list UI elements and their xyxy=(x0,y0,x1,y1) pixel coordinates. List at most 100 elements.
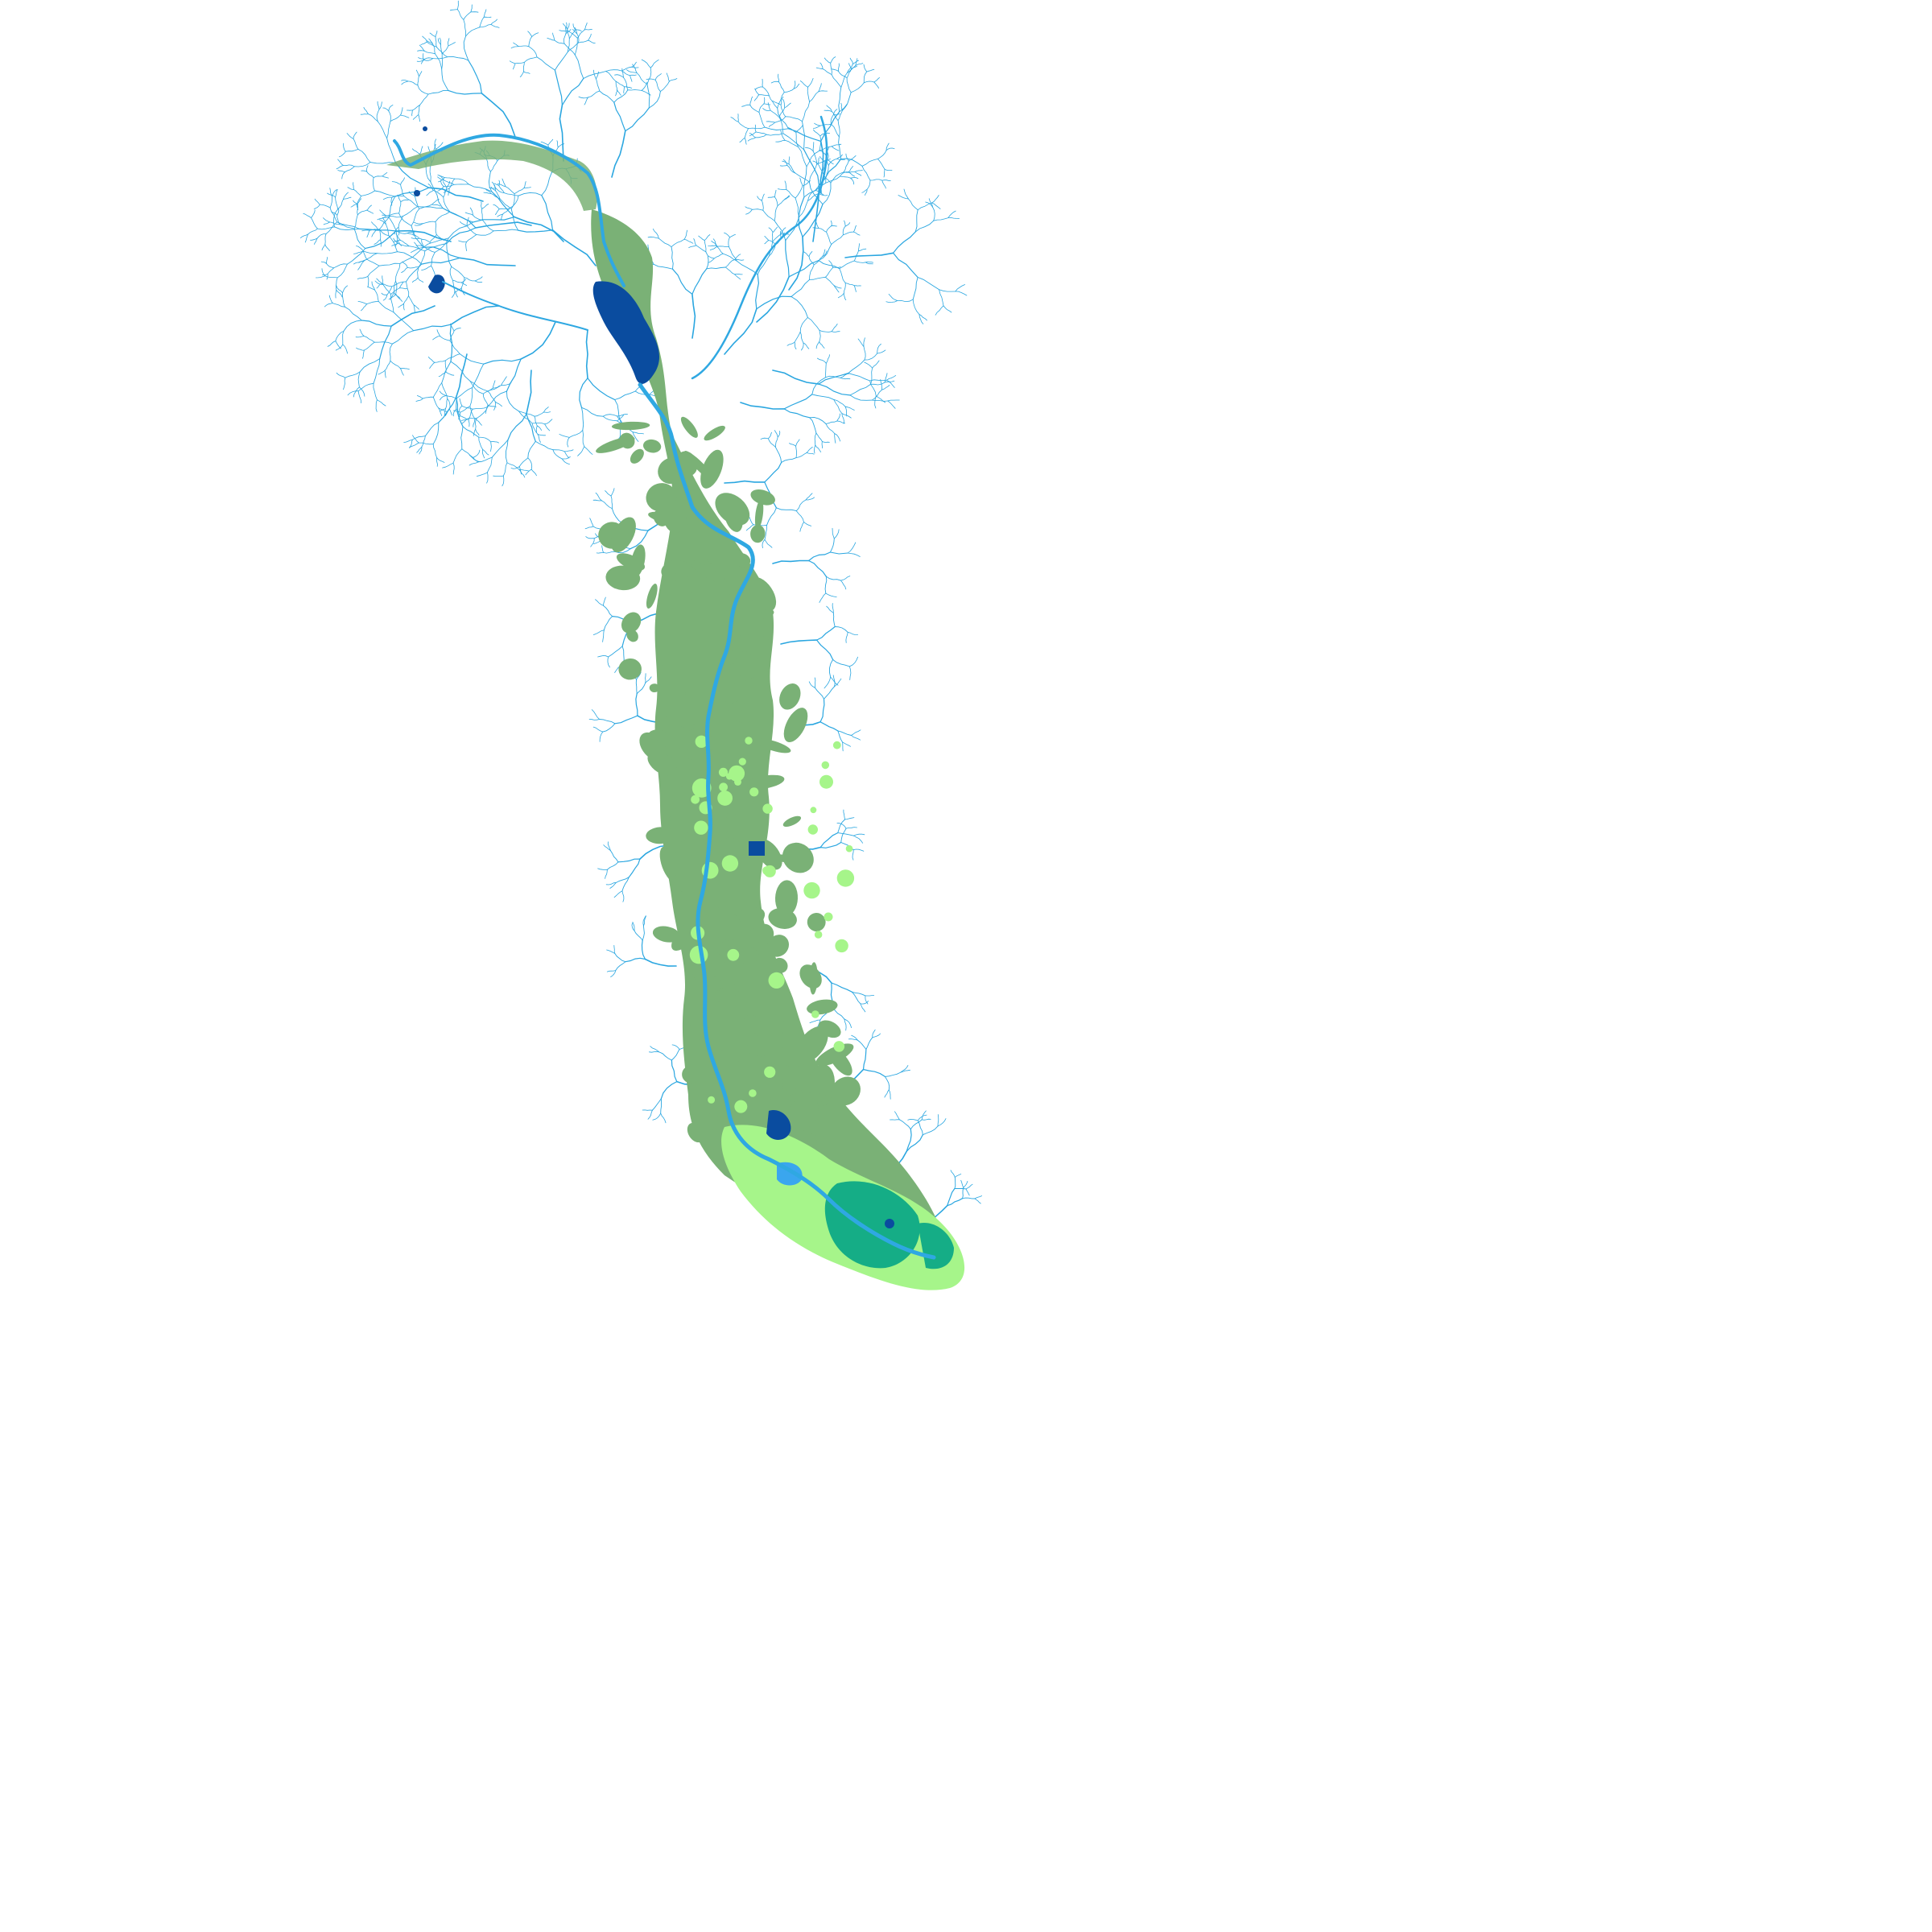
floodplain-patch xyxy=(818,1020,841,1038)
stream-segment xyxy=(565,29,572,35)
stream-segment xyxy=(411,277,419,283)
stream-segment xyxy=(771,232,774,242)
stream-segment xyxy=(943,305,952,313)
stream-segment xyxy=(848,1038,858,1041)
stream-segment xyxy=(478,436,492,443)
stream-segment xyxy=(390,287,400,295)
stream-segment xyxy=(460,406,471,413)
stream-segment xyxy=(394,162,430,188)
stream-segment xyxy=(762,86,770,97)
stream-segment xyxy=(397,240,402,246)
stream-segment xyxy=(441,68,449,91)
stream-segment xyxy=(400,368,404,376)
stream-segment xyxy=(688,245,697,249)
floodplain-patch xyxy=(733,1061,770,1091)
wetland-light-patch xyxy=(764,1066,776,1078)
stream-segment xyxy=(386,286,392,295)
stream-segment xyxy=(491,439,509,458)
stream-segment xyxy=(494,401,502,407)
stream-segment xyxy=(808,681,815,688)
stream-segment xyxy=(954,1173,962,1178)
stream-segment xyxy=(812,151,817,165)
stream-segment xyxy=(833,529,840,539)
stream-segment xyxy=(481,448,485,459)
stream-segment xyxy=(388,217,397,232)
stream-segment xyxy=(614,390,636,400)
floodplain-patch xyxy=(750,489,775,506)
stream-segment xyxy=(356,347,365,351)
stream-segment xyxy=(599,731,604,742)
stream-segment xyxy=(756,276,790,323)
floodplain-patch xyxy=(616,553,646,571)
stream-segment xyxy=(609,882,617,889)
stream-segment xyxy=(373,358,381,384)
stream-segment xyxy=(602,630,605,642)
stream-segment xyxy=(815,432,823,442)
stream-segment xyxy=(851,729,861,736)
stream-segment xyxy=(440,395,447,401)
stream-segment xyxy=(832,612,836,627)
stream-segment xyxy=(607,841,611,851)
stream-segment xyxy=(648,91,661,109)
stream-segment xyxy=(534,415,538,427)
stream-segment xyxy=(869,379,887,382)
stream-segment xyxy=(502,208,510,215)
stream-segment xyxy=(359,328,365,336)
stream-segment xyxy=(335,341,341,349)
stream-segment xyxy=(399,287,407,290)
stream-segment xyxy=(597,655,609,658)
stream-segment xyxy=(487,390,496,402)
stream-segment xyxy=(388,196,396,218)
stream-segment xyxy=(962,1187,964,1199)
stream-segment xyxy=(523,71,530,74)
stream-segment xyxy=(390,114,401,122)
stream-segment xyxy=(808,551,831,562)
stream-segment xyxy=(645,676,652,683)
stream-segment xyxy=(814,687,824,700)
stream-segment xyxy=(353,228,366,250)
stream-segment xyxy=(621,890,625,902)
stream-segment xyxy=(623,86,625,94)
stream-segment xyxy=(708,258,715,263)
stream-segment xyxy=(459,257,516,266)
stream-segment xyxy=(863,337,865,347)
floodplain-patch xyxy=(663,500,687,533)
stream-segment xyxy=(805,497,815,501)
stream-segment xyxy=(450,361,471,382)
stream-segment xyxy=(398,303,404,308)
stream-segment xyxy=(836,413,840,422)
stream-segment xyxy=(910,1119,923,1130)
stream-segment xyxy=(808,559,827,577)
stream-segment xyxy=(461,448,474,458)
stream-segment xyxy=(469,461,479,466)
stream-segment xyxy=(336,289,343,298)
stream-segment xyxy=(660,1098,663,1114)
stream-segment xyxy=(438,177,445,183)
stream-segment xyxy=(621,877,630,892)
stream-segment xyxy=(585,536,595,539)
stream-segment xyxy=(373,175,383,178)
stream-segment xyxy=(435,211,451,222)
stream-segment xyxy=(418,114,420,122)
stream-segment xyxy=(806,446,813,453)
stream-segment xyxy=(843,293,847,300)
stream-segment xyxy=(353,162,371,167)
stream-segment xyxy=(391,330,415,345)
wetland-light-patch xyxy=(819,774,833,789)
stream-segment xyxy=(431,204,441,207)
stream-segment xyxy=(497,213,503,217)
stream-segment xyxy=(576,33,580,43)
stream-segment xyxy=(561,77,584,106)
stream-segment xyxy=(556,140,559,148)
stream-segment xyxy=(627,89,642,91)
stream-segment xyxy=(821,441,823,448)
stream-segment xyxy=(353,200,358,205)
floodplain-patch xyxy=(663,687,686,717)
stream-segment xyxy=(864,361,873,369)
floodplain-patch xyxy=(675,862,694,880)
stream-segment xyxy=(815,182,821,191)
stream-segment xyxy=(615,89,617,97)
stream-segment xyxy=(605,869,608,879)
stream-segment xyxy=(754,88,760,96)
stream-segment xyxy=(460,221,468,226)
